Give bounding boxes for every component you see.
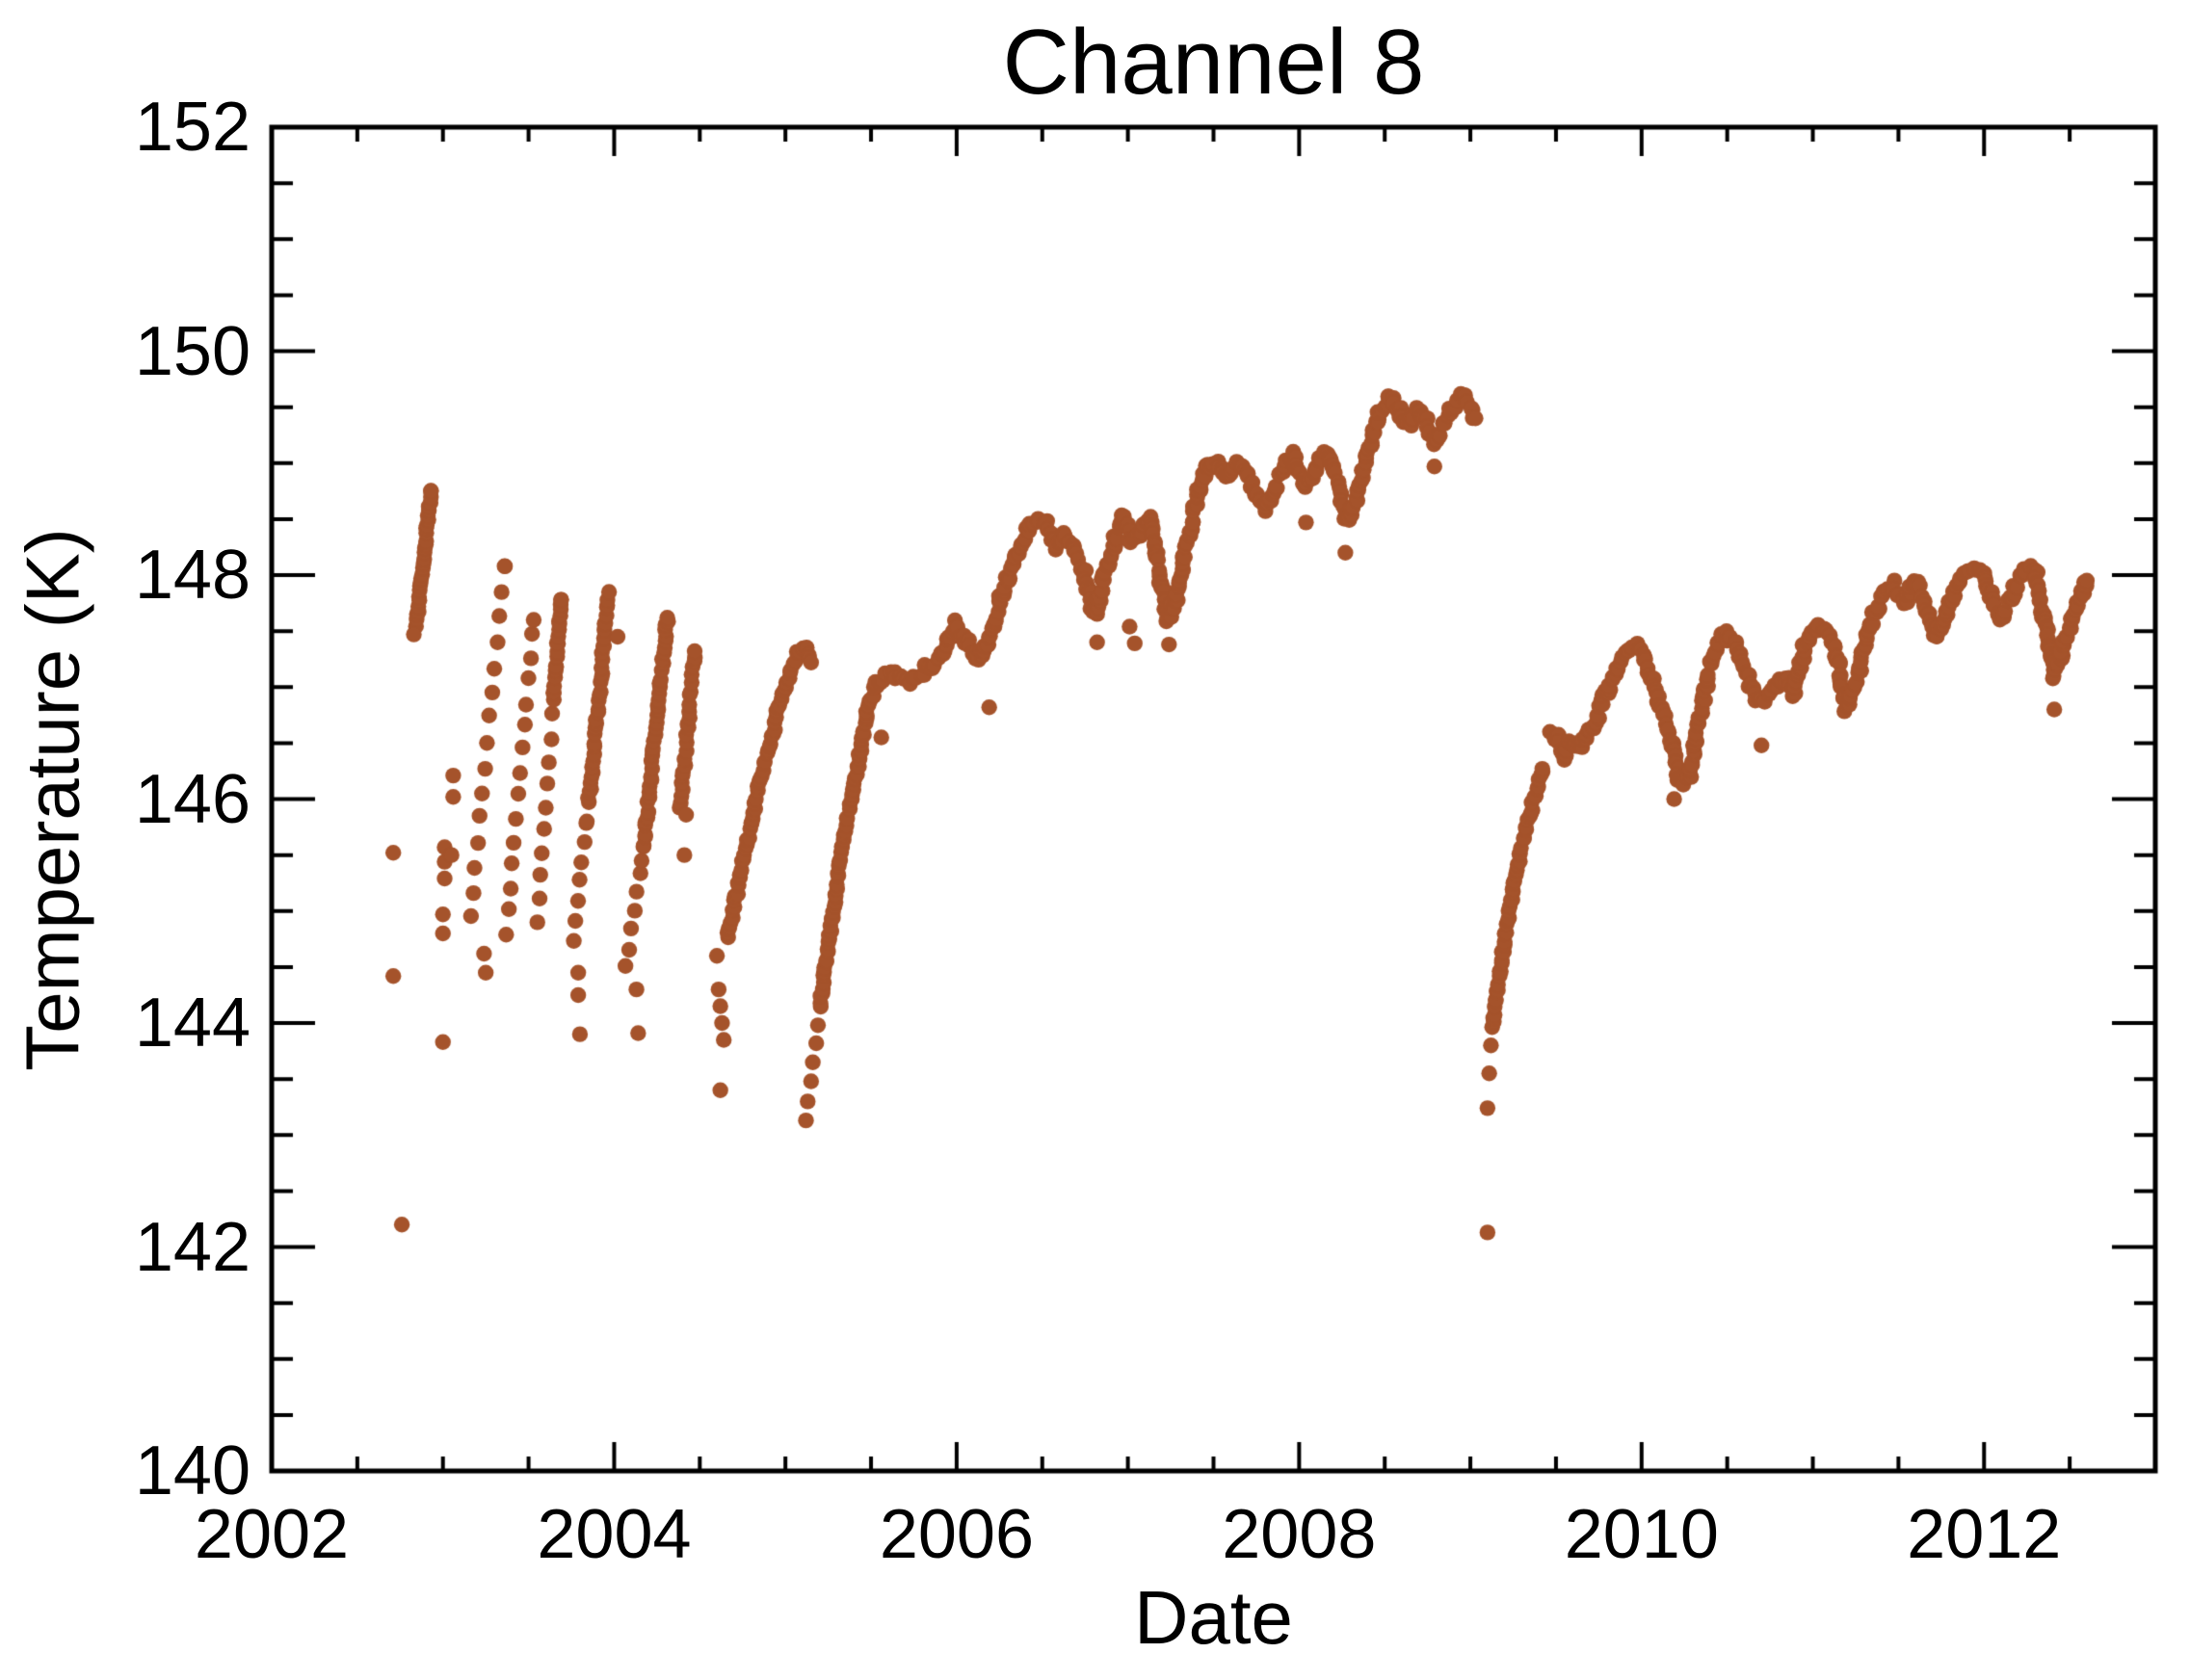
y-tick-label-144: 144 [134,984,251,1062]
chart-title: Channel 8 [1002,11,1425,114]
y-tick-label-150: 150 [134,312,251,390]
y-tick-label-146: 146 [134,760,251,838]
y-tick-label-140: 140 [134,1432,251,1509]
x-axis-label: Date [1134,1575,1293,1660]
x-tick-label-2004: 2004 [537,1496,692,1573]
x-tick-label-2006: 2006 [879,1496,1034,1573]
x-tick-label-2010: 2010 [1564,1496,1719,1573]
y-tick-label-148: 148 [134,537,251,614]
y-tick-label-142: 142 [134,1208,251,1286]
x-tick-label-2012: 2012 [1907,1496,2062,1573]
y-tick-label-152: 152 [134,89,251,166]
x-tick-label-2008: 2008 [1222,1496,1377,1573]
x-tick-label-2002: 2002 [194,1496,350,1573]
